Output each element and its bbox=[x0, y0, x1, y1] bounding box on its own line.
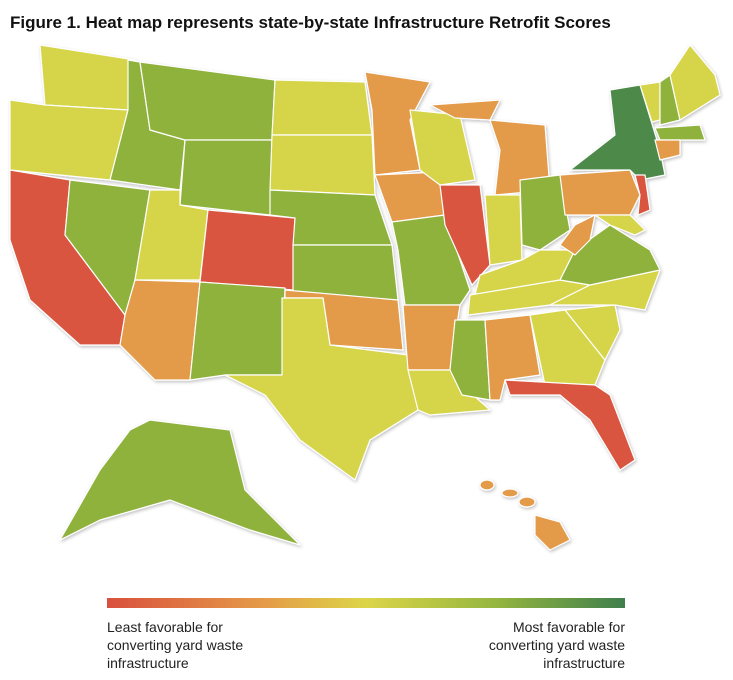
state bbox=[224, 297, 419, 481]
state bbox=[518, 496, 536, 508]
legend-label: infrastructure bbox=[107, 655, 189, 671]
state bbox=[199, 209, 296, 291]
state bbox=[271, 79, 373, 136]
state bbox=[39, 44, 136, 111]
state bbox=[549, 269, 661, 311]
state bbox=[569, 84, 666, 181]
state bbox=[501, 488, 519, 498]
color-scale bbox=[107, 598, 625, 608]
state bbox=[189, 281, 286, 381]
state bbox=[119, 279, 201, 381]
state bbox=[449, 319, 491, 401]
legend-label: converting yard waste bbox=[107, 637, 243, 653]
title: Figure 1. Heat map represents state-by-s… bbox=[10, 13, 611, 32]
state bbox=[484, 194, 523, 266]
state bbox=[429, 99, 501, 121]
state bbox=[654, 139, 681, 161]
state bbox=[654, 124, 706, 141]
state bbox=[559, 169, 641, 216]
state bbox=[179, 139, 273, 216]
map bbox=[9, 44, 721, 551]
legend-label: Most favorable for bbox=[513, 619, 625, 635]
state bbox=[519, 174, 571, 251]
state bbox=[559, 214, 596, 256]
state bbox=[529, 309, 606, 386]
state bbox=[269, 134, 376, 196]
legend-label: Least favorable for bbox=[107, 619, 223, 635]
legend-label: converting yard waste bbox=[489, 637, 625, 653]
legend: Least favorable for converting yard waste… bbox=[107, 619, 625, 671]
state bbox=[139, 61, 276, 141]
state bbox=[9, 99, 129, 181]
state bbox=[504, 379, 636, 471]
state bbox=[479, 479, 495, 491]
state bbox=[634, 174, 651, 216]
state bbox=[669, 44, 721, 121]
legend-label: infrastructure bbox=[543, 655, 625, 671]
state bbox=[564, 304, 621, 361]
state bbox=[534, 514, 571, 551]
state bbox=[594, 214, 646, 236]
state bbox=[59, 419, 301, 546]
